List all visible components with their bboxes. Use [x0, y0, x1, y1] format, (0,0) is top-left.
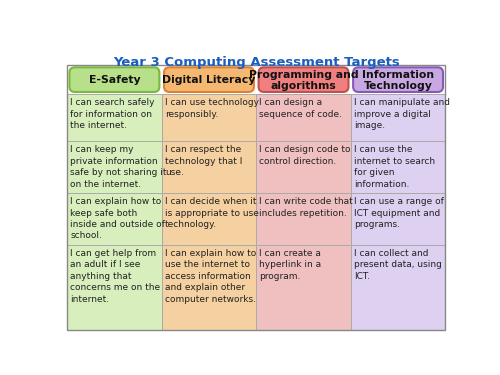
- Bar: [67, 94, 162, 141]
- Bar: [256, 193, 351, 245]
- Text: I can manipulate and
improve a digital
image.: I can manipulate and improve a digital i…: [354, 98, 450, 130]
- Bar: [162, 193, 256, 245]
- Text: I can design a
sequence of code.: I can design a sequence of code.: [260, 98, 342, 118]
- Bar: [162, 245, 256, 330]
- Text: I can decide when it
is appropriate to use
technology.: I can decide when it is appropriate to u…: [165, 197, 258, 229]
- Bar: [256, 141, 351, 193]
- Bar: [67, 245, 162, 330]
- Text: I can write code that
includes repetition.: I can write code that includes repetitio…: [260, 197, 353, 217]
- Text: I can explain how to
use the internet to
access information
and explain other
co: I can explain how to use the internet to…: [165, 249, 256, 304]
- FancyBboxPatch shape: [258, 68, 348, 92]
- Bar: [67, 141, 162, 193]
- Bar: [256, 245, 351, 330]
- Text: I can design code to
control direction.: I can design code to control direction.: [260, 145, 351, 166]
- Text: I can keep my
private information
safe by not sharing it
on the internet.: I can keep my private information safe b…: [70, 145, 167, 189]
- FancyBboxPatch shape: [164, 68, 254, 92]
- Bar: [351, 193, 446, 245]
- Text: E-Safety: E-Safety: [88, 75, 140, 86]
- Text: Year 3 Computing Assessment Targets: Year 3 Computing Assessment Targets: [113, 56, 400, 69]
- Text: Information
Technology: Information Technology: [362, 70, 434, 91]
- Bar: [351, 141, 446, 193]
- Text: I can search safely
for information on
the internet.: I can search safely for information on t…: [70, 98, 155, 130]
- Text: I can explain how to
keep safe both
inside and outside of
school.: I can explain how to keep safe both insi…: [70, 197, 165, 240]
- Text: I can get help from
an adult if I see
anything that
concerns me on the
internet.: I can get help from an adult if I see an…: [70, 249, 160, 304]
- FancyBboxPatch shape: [353, 68, 443, 92]
- Text: Digital Literacy: Digital Literacy: [162, 75, 256, 86]
- Text: I can use the
internet to search
for given
information.: I can use the internet to search for giv…: [354, 145, 435, 189]
- Text: I can respect the
technology that I
use.: I can respect the technology that I use.: [165, 145, 242, 177]
- Bar: [162, 141, 256, 193]
- FancyBboxPatch shape: [70, 68, 160, 92]
- Bar: [67, 193, 162, 245]
- Text: I can collect and
present data, using
ICT.: I can collect and present data, using IC…: [354, 249, 442, 281]
- Text: I can use a range of
ICT equipment and
programs.: I can use a range of ICT equipment and p…: [354, 197, 444, 229]
- Bar: [351, 245, 446, 330]
- Text: I can use technology
responsibly.: I can use technology responsibly.: [165, 98, 259, 118]
- Text: I can create a
hyperlink in a
program.: I can create a hyperlink in a program.: [260, 249, 322, 281]
- Bar: [256, 94, 351, 141]
- Text: Programming and
algorithms: Programming and algorithms: [248, 70, 358, 91]
- Bar: [162, 94, 256, 141]
- Bar: [351, 94, 446, 141]
